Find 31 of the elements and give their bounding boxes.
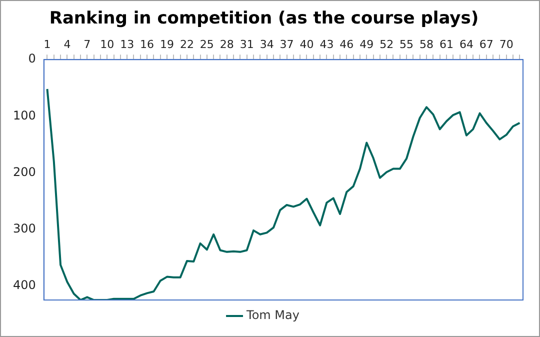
x-tick-label: 16 — [140, 38, 154, 51]
y-tick-label: 300 — [13, 221, 36, 236]
x-tick-label: 43 — [320, 38, 334, 51]
x-tick-label: 4 — [64, 38, 71, 51]
legend-label: Tom May — [246, 308, 300, 322]
x-tick-label: 49 — [360, 38, 374, 51]
x-tick-label: 7 — [84, 38, 91, 51]
y-tick-label: 400 — [13, 278, 36, 292]
x-tick-label: 40 — [300, 38, 314, 51]
x-tick-label: 46 — [340, 38, 354, 51]
x-tick-label: 28 — [220, 38, 234, 51]
x-tick-label: 67 — [479, 38, 494, 51]
x-tick-label: 13 — [120, 38, 134, 51]
chart-title: Ranking in competition (as the course plays) — [49, 8, 479, 29]
x-tick-label: 55 — [400, 38, 414, 51]
x-tick-label: 34 — [260, 38, 274, 51]
x-tick-label: 58 — [420, 38, 434, 51]
x-tick-label: 10 — [100, 38, 114, 51]
x-tick-label: 22 — [180, 38, 194, 51]
x-tick-label: 31 — [240, 38, 254, 51]
x-tick-label: 19 — [160, 38, 174, 51]
y-tick-label: 200 — [13, 164, 36, 179]
x-tick-label: 37 — [280, 38, 294, 51]
x-tick-label: 1 — [44, 38, 51, 51]
x-tick-label: 64 — [459, 38, 474, 51]
x-tick-label: 25 — [200, 38, 214, 51]
x-tick-label: 52 — [380, 38, 394, 51]
y-tick-label: 100 — [13, 108, 36, 122]
x-tick-label: 61 — [439, 38, 454, 51]
x-tick-label: 70 — [499, 38, 514, 51]
y-tick-label: 0 — [28, 52, 36, 66]
